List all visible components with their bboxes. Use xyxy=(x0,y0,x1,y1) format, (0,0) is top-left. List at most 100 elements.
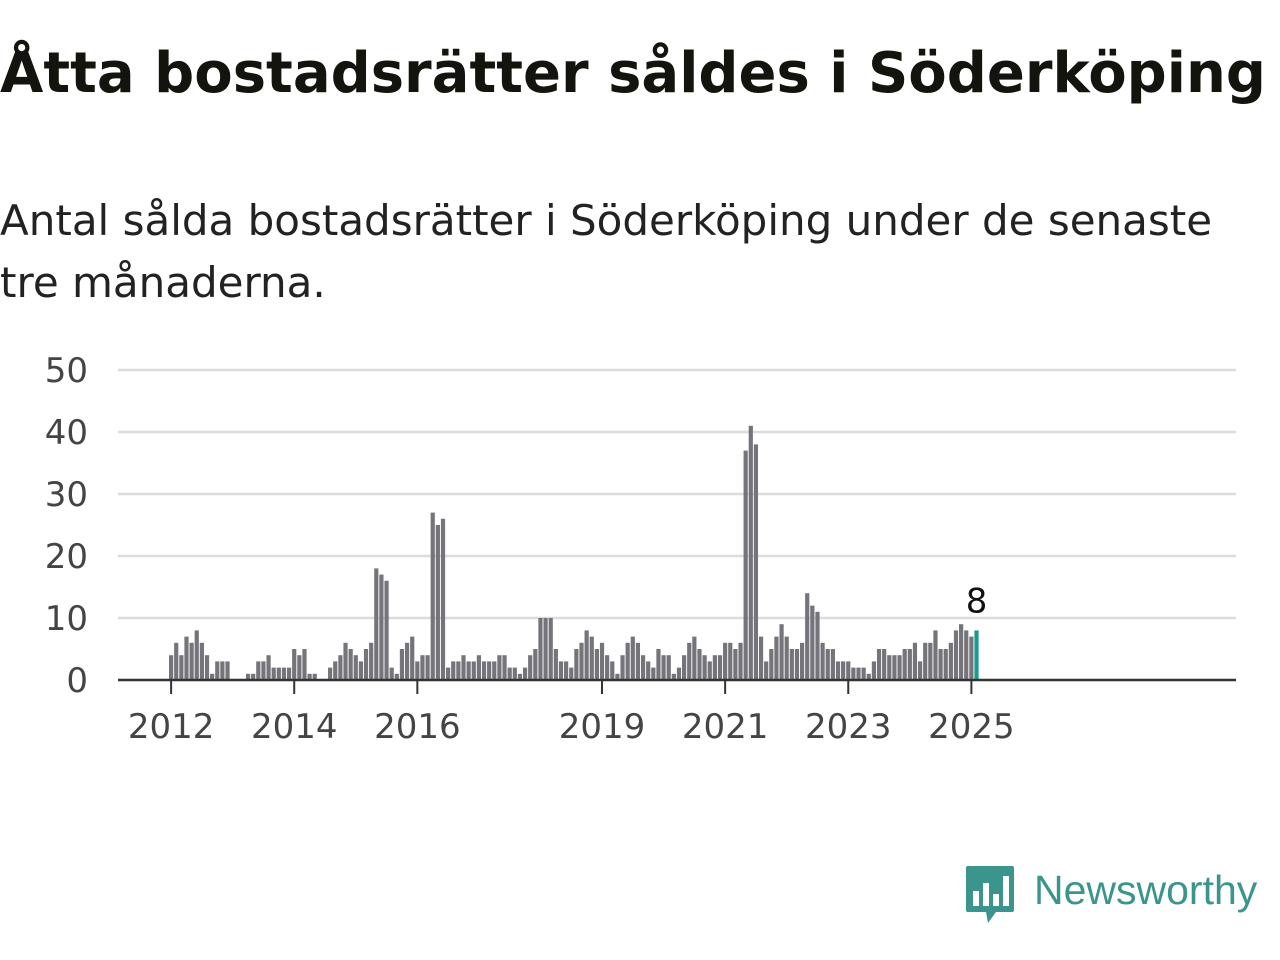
chart-subtitle: Antal sålda bostadsrätter i Söderköping … xyxy=(0,196,1213,307)
bar xyxy=(456,661,461,680)
bar xyxy=(923,642,928,680)
y-axis: 0 10 20 30 40 50 xyxy=(45,351,88,701)
bar xyxy=(574,649,579,680)
bar xyxy=(584,630,589,680)
bar xyxy=(440,518,446,680)
bar xyxy=(676,667,682,680)
bar xyxy=(917,661,923,680)
bar xyxy=(420,655,425,680)
bar xyxy=(933,630,938,680)
bar xyxy=(394,673,399,680)
bar xyxy=(876,649,882,680)
bar xyxy=(712,655,717,680)
bar xyxy=(174,642,179,680)
bar xyxy=(312,673,317,680)
bar xyxy=(794,649,800,680)
bar xyxy=(594,649,599,680)
bar xyxy=(661,655,666,680)
bar xyxy=(415,661,420,680)
bar xyxy=(271,667,276,680)
bar xyxy=(902,649,907,680)
bar xyxy=(517,673,523,680)
bar xyxy=(184,636,189,680)
bar xyxy=(671,673,676,680)
bar xyxy=(451,661,456,680)
annotations: 8 xyxy=(966,581,988,621)
bar xyxy=(533,649,538,680)
bar xyxy=(389,667,394,680)
bar xyxy=(851,667,856,680)
bar xyxy=(425,655,430,680)
bar xyxy=(928,642,933,680)
bar xyxy=(943,649,948,680)
bar xyxy=(215,661,220,680)
bar xyxy=(548,618,553,680)
brand-name: Newsworthy xyxy=(1034,866,1258,913)
bar xyxy=(640,655,646,680)
brand[interactable]: Newsworthy xyxy=(964,862,1257,928)
x-tick-label: 2025 xyxy=(928,707,1015,747)
bar xyxy=(410,636,415,680)
bar xyxy=(256,661,261,680)
bar xyxy=(435,525,440,680)
bar xyxy=(625,642,630,680)
bar xyxy=(204,655,210,680)
bar xyxy=(948,642,953,680)
bar xyxy=(738,642,743,680)
bar xyxy=(748,425,753,680)
bar xyxy=(399,649,405,680)
chart-title: Åtta bostadsrätter såldes i Söderköping xyxy=(0,41,1266,106)
bar xyxy=(779,624,784,680)
y-tick-label: 10 xyxy=(45,599,88,639)
bar xyxy=(564,661,569,680)
bar xyxy=(481,661,487,680)
bar xyxy=(358,661,364,680)
bar xyxy=(251,673,256,680)
bar xyxy=(733,649,738,680)
y-tick-label: 0 xyxy=(66,661,88,701)
bar xyxy=(856,667,861,680)
bar xyxy=(404,642,410,680)
bar xyxy=(753,444,759,680)
bar xyxy=(861,667,866,680)
bar xyxy=(543,618,548,680)
bar xyxy=(723,642,728,680)
x-tick-label: 2021 xyxy=(682,707,769,747)
bar xyxy=(697,649,702,680)
bar xyxy=(307,673,312,680)
bar xyxy=(964,630,969,680)
bar xyxy=(774,636,779,680)
bar xyxy=(225,661,230,680)
bar xyxy=(179,655,184,680)
bar xyxy=(189,642,194,680)
bar xyxy=(646,661,651,680)
bar xyxy=(553,649,558,680)
bar xyxy=(353,655,358,680)
bar xyxy=(938,649,943,680)
bar xyxy=(969,636,974,680)
bar xyxy=(461,655,466,680)
bar xyxy=(682,655,687,680)
bar xyxy=(630,636,635,680)
bar xyxy=(522,667,528,680)
bar xyxy=(245,673,251,680)
bar xyxy=(266,655,271,680)
bar xyxy=(758,636,764,680)
bar xyxy=(220,661,225,680)
bar xyxy=(476,655,481,680)
bar xyxy=(687,642,692,680)
bar xyxy=(446,667,451,680)
bar xyxy=(210,673,215,680)
bar xyxy=(866,673,871,680)
bar xyxy=(363,649,369,680)
bar xyxy=(620,655,625,680)
bar xyxy=(666,655,671,680)
bar xyxy=(297,655,302,680)
latest-value-label: 8 xyxy=(966,581,988,621)
bar xyxy=(953,630,959,680)
bar xyxy=(830,649,835,680)
bar xyxy=(789,649,794,680)
bar xyxy=(384,580,389,680)
bar xyxy=(492,661,497,680)
bar xyxy=(871,661,877,680)
